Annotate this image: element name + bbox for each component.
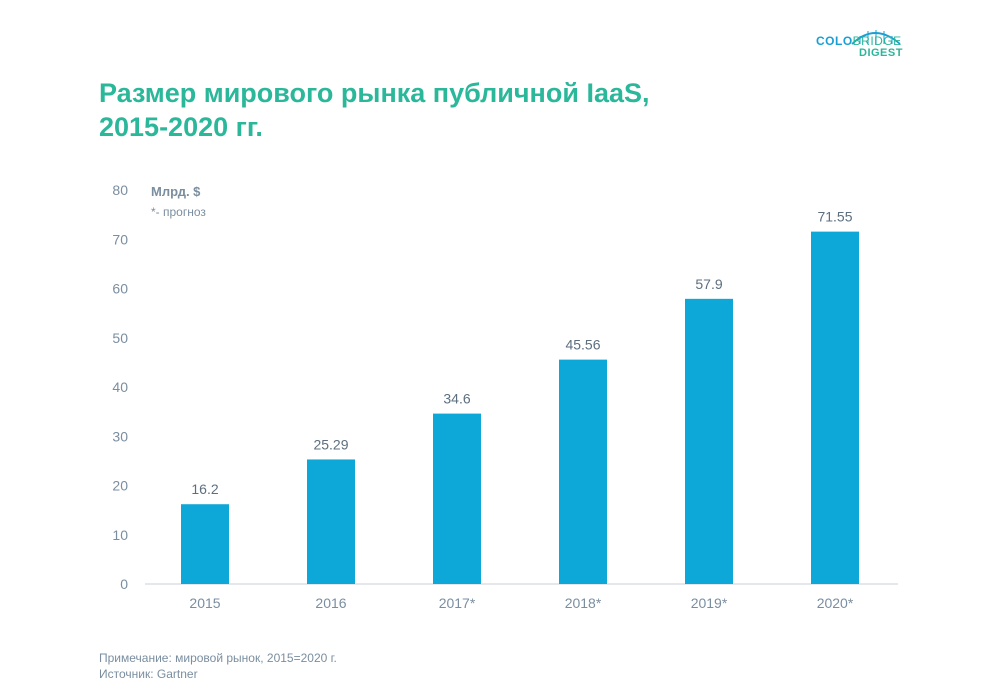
- logo-wordmark: COLOBRIDGE: [816, 34, 902, 48]
- bar-value-label: 25.29: [313, 436, 348, 452]
- bar-value-label: 57.9: [695, 276, 722, 292]
- y-tick-label: 60: [112, 281, 128, 297]
- bar-2017: [433, 413, 481, 584]
- logo-bridge-text: BRIDGE: [852, 34, 902, 48]
- chart-title-line-1: Размер мирового рынка публичной IaaS,: [99, 78, 650, 108]
- bar-2018: [559, 359, 607, 584]
- y-tick-label: 50: [112, 330, 128, 346]
- bar-2016: [307, 459, 355, 584]
- y-tick-label: 70: [112, 231, 128, 247]
- logo-colo-text: COLO: [816, 34, 853, 48]
- chart-title: Размер мирового рынка публичной IaaS, 20…: [99, 76, 799, 144]
- colobridge-digest-logo: COLOBRIDGE DIGEST: [812, 26, 904, 62]
- bar-2020: [811, 231, 859, 584]
- note-text: Примечание: мировой рынок, 2015=2020 г.: [99, 651, 337, 665]
- y-axis-unit-label: Млрд. $: [151, 184, 201, 199]
- y-tick-label: 80: [112, 182, 128, 198]
- bar-value-label: 16.2: [191, 481, 218, 497]
- x-tick-label: 2016: [315, 595, 346, 611]
- bar-2019: [685, 298, 733, 584]
- bar-value-label: 71.55: [817, 209, 852, 225]
- source-text: Источник: Gartner: [99, 667, 198, 681]
- logo-digest-text: DIGEST: [859, 47, 903, 59]
- x-tick-label: 2020*: [817, 595, 854, 611]
- x-tick-label: 2017*: [439, 595, 476, 611]
- x-tick-label: 2019*: [691, 595, 728, 611]
- y-tick-label: 10: [112, 527, 128, 543]
- chart-title-line-2: 2015-2020 гг.: [99, 112, 263, 142]
- footnotes: Примечание: мировой рынок, 2015=2020 г. …: [99, 650, 337, 682]
- bar-value-label: 34.6: [443, 391, 470, 407]
- bar-2015: [181, 504, 229, 584]
- forecast-note: *- прогноз: [151, 205, 206, 219]
- x-tick-label: 2018*: [565, 595, 602, 611]
- y-tick-label: 0: [120, 576, 128, 592]
- bar-value-label: 45.56: [565, 337, 600, 353]
- bar-chart: Млрд. $ *- прогноз 0 10 20 30 40 50 60 70 80 16.2…: [112, 182, 898, 611]
- bridge-arc-icon: [851, 30, 901, 45]
- y-tick-label: 30: [112, 428, 128, 444]
- y-tick-label: 20: [112, 478, 128, 494]
- x-tick-label: 2015: [189, 595, 220, 611]
- y-tick-label: 40: [112, 379, 128, 395]
